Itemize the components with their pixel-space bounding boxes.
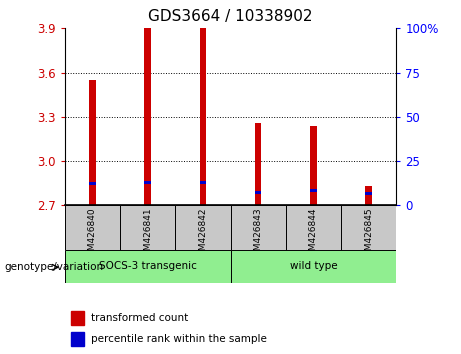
Bar [366, 195, 372, 205]
Bar [310, 189, 317, 192]
Bar [286, 205, 341, 250]
Title: GDS3664 / 10338902: GDS3664 / 10338902 [148, 9, 313, 24]
Bar [255, 191, 261, 194]
Bar [200, 184, 206, 205]
Bar [310, 126, 317, 189]
Bar [366, 186, 372, 193]
Bar [89, 185, 95, 205]
Bar [255, 194, 261, 205]
Bar [120, 205, 175, 250]
Bar [71, 332, 84, 346]
Bar [71, 312, 84, 325]
Bar [144, 28, 151, 181]
Text: percentile rank within the sample: percentile rank within the sample [91, 334, 267, 344]
Text: GSM426840: GSM426840 [88, 207, 97, 262]
Bar [89, 80, 95, 182]
Bar [200, 181, 206, 184]
Bar [310, 192, 317, 205]
Bar [89, 182, 95, 185]
Text: GSM426843: GSM426843 [254, 207, 263, 262]
Text: genotype/variation: genotype/variation [5, 262, 104, 272]
Text: GSM426841: GSM426841 [143, 207, 152, 262]
Bar [366, 193, 372, 195]
Bar [144, 184, 151, 205]
Text: wild type: wild type [290, 261, 337, 272]
Text: transformed count: transformed count [91, 313, 189, 323]
Text: GSM426842: GSM426842 [198, 207, 207, 262]
Bar [341, 205, 396, 250]
Text: GSM426845: GSM426845 [364, 207, 373, 262]
Bar [144, 181, 151, 184]
Bar [65, 250, 230, 283]
Bar [175, 205, 230, 250]
Bar [230, 250, 396, 283]
Bar [65, 205, 120, 250]
Text: GSM426844: GSM426844 [309, 207, 318, 262]
Bar [255, 123, 261, 191]
Bar [200, 28, 206, 181]
Bar [230, 205, 286, 250]
Text: SOCS-3 transgenic: SOCS-3 transgenic [99, 261, 196, 272]
